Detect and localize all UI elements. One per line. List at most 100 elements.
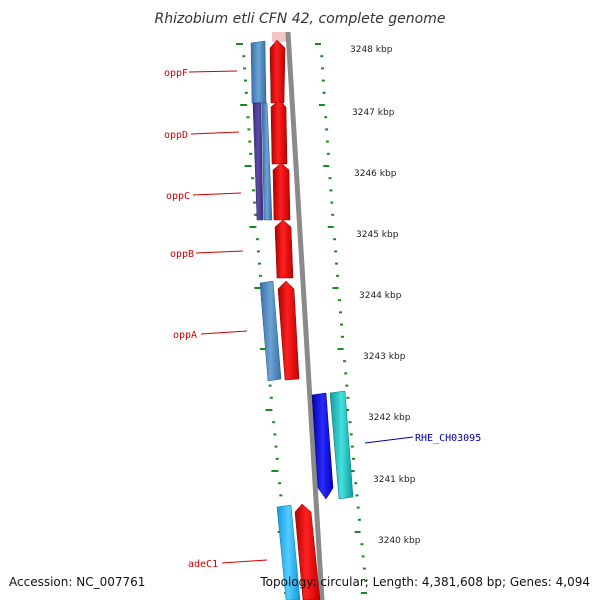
gene-label-RHE_CH03095[interactable]: RHE_CH03095 <box>415 433 481 444</box>
scale-tick <box>325 128 329 131</box>
scale-tick <box>333 238 337 241</box>
scale-tick <box>236 43 243 45</box>
gene-oppF-reverse[interactable] <box>250 40 267 104</box>
gene-oppB[interactable] <box>274 219 294 279</box>
scale-tick <box>349 433 353 436</box>
scale-tick <box>344 372 348 375</box>
scale-tick <box>275 457 279 460</box>
gene-oppC-reverse[interactable] <box>261 102 273 221</box>
scale-tick <box>252 189 255 192</box>
top-highlight <box>272 32 286 42</box>
scale-tick <box>322 91 326 94</box>
scale-tick <box>345 384 349 387</box>
scale-tick <box>357 518 361 521</box>
gene-label-oppC[interactable]: oppC <box>166 191 190 202</box>
gene-label-oppB[interactable]: oppB <box>170 249 194 260</box>
scale-tick <box>269 396 273 399</box>
scale-tick <box>251 177 255 180</box>
scale-tick <box>340 323 343 326</box>
scale-tick <box>242 55 246 58</box>
leader-oppB <box>195 250 244 254</box>
gene-RHE_CH03095[interactable] <box>329 390 354 500</box>
scale-tick <box>348 421 352 424</box>
accession-text: Accession: NC_007761 <box>9 575 145 589</box>
scale-tick <box>320 55 324 58</box>
kbp-label: 3244 kbp <box>359 291 402 301</box>
gene-oppF[interactable] <box>269 39 286 104</box>
topology-text: Topology: circular; Length: 4,381,608 bp… <box>259 575 590 589</box>
kbp-label: 3247 kbp <box>352 108 395 118</box>
scale-tick <box>268 384 272 387</box>
gene-adeC1-neighbor[interactable] <box>276 504 301 600</box>
leader-oppC <box>192 192 242 196</box>
gene-label-oppA[interactable]: oppA <box>173 330 197 341</box>
scale-tick <box>272 421 276 424</box>
gene-label-oppF[interactable]: oppF <box>164 68 188 79</box>
gene-label-oppD[interactable]: oppD <box>164 130 188 141</box>
scale-tick <box>329 189 333 192</box>
scale-tick <box>324 116 328 119</box>
scale-tick <box>337 348 344 350</box>
gene-label-adeC1[interactable]: adeC1 <box>188 559 218 570</box>
genome-backbone <box>285 31 325 600</box>
kbp-label: 3246 kbp <box>354 169 397 179</box>
scale-tick <box>278 482 282 485</box>
scale-tick <box>361 555 365 558</box>
scale-tick <box>247 128 251 131</box>
gene-oppA[interactable] <box>277 280 300 381</box>
scale-tick <box>360 543 364 546</box>
scale-tick <box>265 409 273 411</box>
leader-adeC1 <box>221 559 268 564</box>
scale-tick <box>350 445 354 448</box>
scale-tick <box>253 201 256 204</box>
scale-ring-outer <box>315 43 368 594</box>
scale-tick <box>356 506 360 509</box>
scale-tick <box>331 213 335 216</box>
scale-tick <box>279 494 283 497</box>
scale-tick <box>257 262 261 265</box>
scale-tick <box>334 250 338 253</box>
scale-tick <box>330 201 334 204</box>
scale-tick <box>362 567 366 570</box>
scale-tick <box>341 335 344 338</box>
scale-tick <box>336 274 339 277</box>
kbp-scale: 3248 kbp 3247 kbp 3246 kbp 3245 kbp 3244… <box>350 45 421 546</box>
scale-tick <box>274 445 278 448</box>
scale-tick <box>271 470 279 472</box>
gene-oppC[interactable] <box>272 162 291 221</box>
scale-tick <box>328 177 332 180</box>
scale-tick <box>249 226 257 228</box>
scale-tick <box>253 213 257 216</box>
scale-tick <box>248 140 252 143</box>
scale-tick <box>249 152 253 155</box>
scale-tick <box>321 79 325 82</box>
gene-oppA-reverse[interactable] <box>259 280 282 382</box>
scale-tick <box>327 226 334 228</box>
scale-tick <box>246 116 250 119</box>
scale-tick <box>243 67 247 70</box>
scale-tick <box>318 104 325 106</box>
leader-lines <box>188 70 414 564</box>
scale-tick <box>332 287 339 289</box>
scale-tick <box>273 433 277 436</box>
kbp-label: 3241 kbp <box>373 475 416 485</box>
gene-adeC1[interactable] <box>294 503 321 600</box>
scale-tick <box>258 274 262 277</box>
scale-tick <box>364 579 368 582</box>
scale-tick <box>360 592 367 594</box>
gene-blue[interactable] <box>311 392 334 500</box>
scale-tick <box>323 165 330 167</box>
scale-tick <box>244 91 248 94</box>
gene-oppD[interactable] <box>270 99 288 165</box>
scale-tick <box>354 531 361 533</box>
map-title: Rhizobium etli CFN 42, complete genome <box>155 11 446 27</box>
gene-oppD-reverse[interactable] <box>252 102 264 221</box>
gene-labels: oppF oppD oppC oppB oppA RHE_CH03095 ade… <box>164 68 481 570</box>
reverse-strand-genes <box>250 40 301 600</box>
kbp-label: 3243 kbp <box>363 352 406 362</box>
leader-RHE_CH03095 <box>364 436 414 444</box>
scale-tick <box>335 262 338 265</box>
scale-tick <box>343 360 347 363</box>
leader-oppD <box>190 131 240 135</box>
